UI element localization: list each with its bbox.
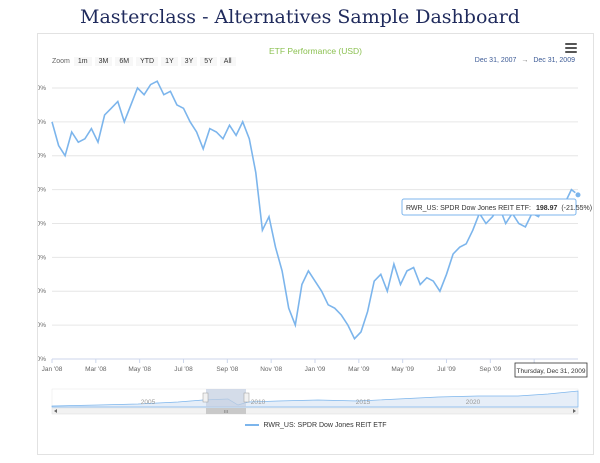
series-line[interactable] — [51, 80, 579, 341]
x-tick-label: Jul '08 — [174, 366, 193, 373]
navigator-right-handle[interactable] — [243, 392, 250, 403]
x-tick-label: Mar '08 — [85, 366, 107, 373]
x-tick-label: May '09 — [391, 366, 414, 373]
scrollbar-grip-icon: III — [224, 409, 228, 414]
navigator-scrollbar-thumb[interactable] — [206, 408, 246, 414]
x-tick-label: Jan '09 — [305, 366, 326, 373]
legend-label: RWR_US: SPDR Dow Jones REIT ETF — [263, 422, 387, 429]
navigator-year-label: 2005 — [141, 399, 156, 406]
navigator-left-handle[interactable] — [202, 392, 209, 403]
y-tick-label: -10.0% — [38, 153, 46, 160]
x-tick-label: Jul '09 — [437, 366, 456, 373]
navigator-year-label: 2015 — [356, 399, 371, 406]
range-arrow-icon: → — [521, 57, 529, 64]
navigator: 2005 2010 2015 2020 III — [51, 388, 579, 415]
y-axis-ticks: 10.0% 0.0% -10.0% -20.0% -30.0% -40.0% -50.0% -… — [38, 85, 46, 363]
tooltip-marker — [574, 191, 582, 199]
zoom-label: Zoom — [52, 58, 70, 65]
zoom-1m-button[interactable]: 1m — [73, 57, 92, 66]
scroll-right-arrow-icon[interactable] — [573, 409, 576, 413]
y-tick-label: 0.0% — [38, 119, 46, 126]
zoom-1y-button[interactable]: 1Y — [161, 57, 178, 66]
navigator-year-label: 2010 — [251, 399, 266, 406]
x-tick-label: Sep '08 — [216, 366, 238, 373]
tooltip-series-label: RWR_US: SPDR Dow Jones REIT ETF: — [406, 205, 531, 212]
tooltip-change: (-21.55%) — [561, 205, 592, 212]
tooltip-text: RWR_US: SPDR Dow Jones REIT ETF: 198.97 … — [406, 205, 592, 212]
zoom-selector: Zoom 1m 3M 6M YTD 1Y 3Y 5Y All — [52, 57, 239, 66]
grid — [52, 87, 578, 360]
zoom-5y-button[interactable]: 5Y — [200, 57, 217, 66]
legend-line-icon — [244, 424, 259, 427]
x-axis-ticks: Jan '08 Mar '08 May '08 Jul '08 Sep '08 Nov '… — [42, 359, 545, 373]
date-range: Dec 31, 2007 → Dec 31, 2009 — [475, 57, 575, 64]
tooltip-value: 198.97 — [536, 205, 558, 212]
zoom-6m-button[interactable]: 6M — [115, 57, 134, 66]
tooltip-box — [401, 198, 577, 216]
y-tick-label: 10.0% — [38, 85, 46, 92]
x-tick-label: May '08 — [128, 366, 151, 373]
range-to-input[interactable]: Dec 31, 2009 — [533, 57, 575, 64]
date-flag: Thursday, Dec 31, 2009 — [514, 362, 588, 378]
stock-chart: 10.0% 0.0% -10.0% -20.0% -30.0% -40.0% -50.0% -… — [38, 80, 592, 415]
navigator-window[interactable] — [206, 389, 246, 407]
date-flag-box — [514, 362, 588, 378]
navigator-year-label: 2020 — [466, 399, 481, 406]
navigator-scrollbar[interactable] — [51, 407, 579, 415]
chart-title: ETF Performance (USD) — [268, 46, 363, 56]
y-tick-label: -40.0% — [38, 254, 46, 261]
hamburger-menu-icon[interactable] — [565, 41, 577, 53]
legend[interactable]: RWR_US: SPDR Dow Jones REIT ETF — [38, 422, 593, 429]
y-tick-label: -70.0% — [38, 356, 46, 363]
y-tick-label: -60.0% — [38, 322, 46, 329]
date-flag-text: Thursday, Dec 31, 2009 — [517, 368, 586, 375]
scroll-left-arrow-icon[interactable] — [54, 409, 57, 413]
y-tick-label: -30.0% — [38, 220, 46, 227]
x-tick-label: Sep '09 — [479, 366, 501, 373]
zoom-3y-button[interactable]: 3Y — [180, 57, 198, 66]
zoom-ytd-button[interactable]: YTD — [136, 57, 159, 66]
x-tick-label: Jan '08 — [42, 366, 63, 373]
x-tick-label: Mar '09 — [348, 366, 370, 373]
range-from-input[interactable]: Dec 31, 2007 — [474, 57, 517, 64]
y-tick-label: -20.0% — [38, 187, 46, 194]
x-tick-label: Nov '08 — [260, 366, 282, 373]
page-title: Masterclass - Alternatives Sample Dashbo… — [80, 6, 520, 28]
navigator-area — [51, 390, 579, 408]
chart-card: ETF Performance (USD) Zoom 1m 3M 6M YTD … — [37, 33, 594, 455]
tooltip: RWR_US: SPDR Dow Jones REIT ETF: 198.97 … — [401, 191, 592, 216]
zoom-all-button[interactable]: All — [219, 57, 236, 66]
y-tick-label: -50.0% — [38, 288, 46, 295]
zoom-3m-button[interactable]: 3M — [94, 57, 113, 66]
